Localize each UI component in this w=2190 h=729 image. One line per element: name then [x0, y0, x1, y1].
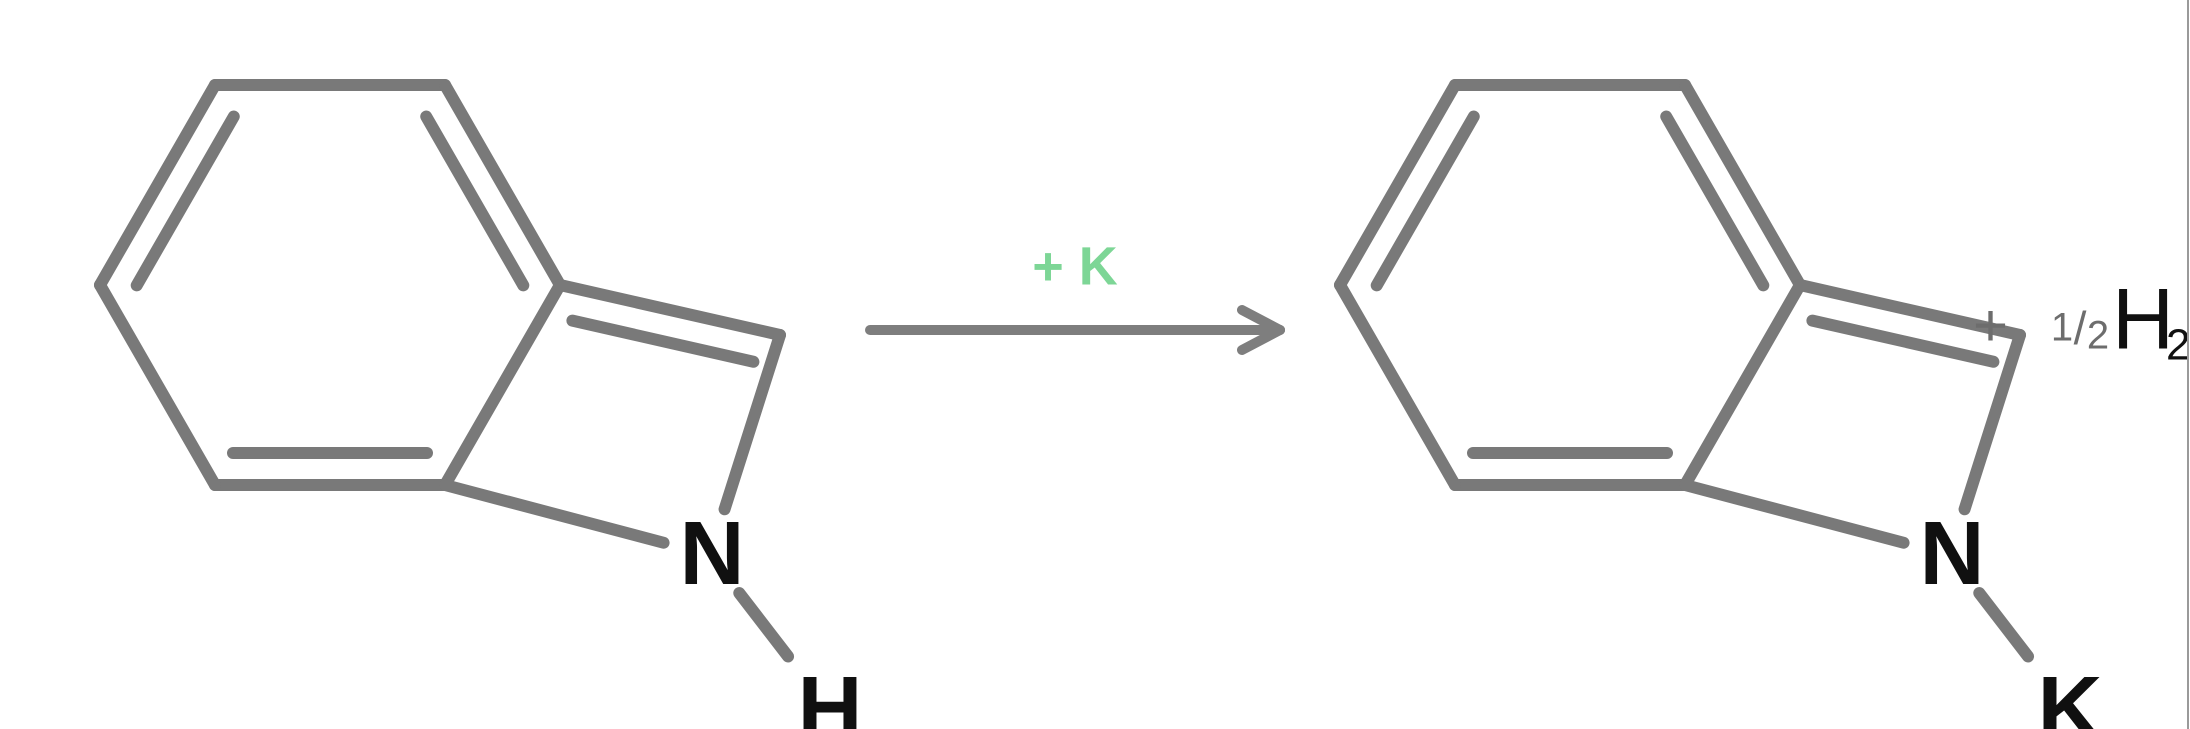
fraction-numerator: 1 — [2051, 306, 2073, 350]
benzene-bond — [445, 285, 560, 485]
reactant-indole: NH — [100, 85, 863, 729]
product-indolyl-potassium: NK — [1340, 85, 2103, 729]
nitrogen-atom-label: N — [680, 504, 745, 604]
hydrogen-symbol: H — [2112, 272, 2174, 368]
fraction-denominator: 2 — [2087, 314, 2109, 358]
benzene-bond — [1685, 285, 1800, 485]
c7a-n-bond — [1685, 485, 1904, 543]
reagent-label: + K — [1032, 236, 1118, 296]
plus-sign: + — [1973, 292, 2008, 359]
n-substituent-bond — [739, 593, 788, 656]
side-product: +1/2H2 — [1973, 272, 2190, 370]
n-substituent-bond — [1979, 593, 2028, 656]
substituent-atom-label: H — [798, 659, 863, 729]
fraction-slash: / — [2074, 302, 2087, 354]
reaction-arrow — [870, 310, 1280, 350]
benzene-bond — [1340, 285, 1455, 485]
substituent-atom-label: K — [2038, 659, 2103, 729]
nitrogen-atom-label: N — [1920, 504, 1985, 604]
hydrogen-subscript: 2 — [2166, 321, 2190, 370]
c7a-n-bond — [445, 485, 664, 543]
benzene-bond — [100, 285, 215, 485]
